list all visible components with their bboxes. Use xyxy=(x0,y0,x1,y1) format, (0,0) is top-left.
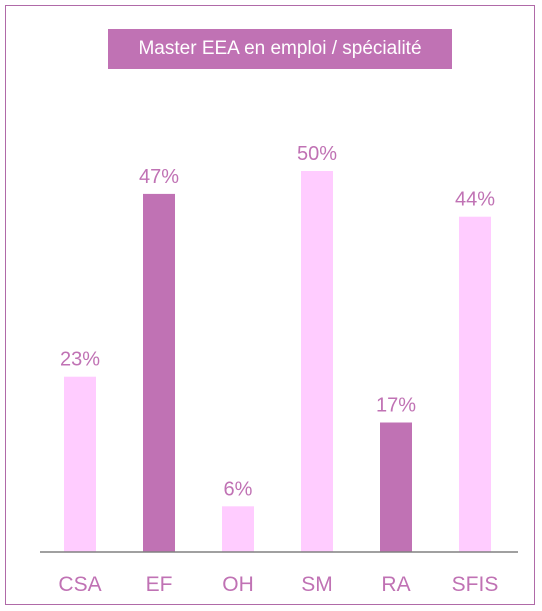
category-label-ef: EF xyxy=(146,573,173,596)
bar-sm xyxy=(301,171,333,552)
category-label-sm: SM xyxy=(301,573,333,596)
value-label-csa: 23% xyxy=(60,349,100,371)
value-label-oh: 6% xyxy=(224,478,253,500)
category-label-sfis: SFIS xyxy=(452,573,499,596)
category-label-csa: CSA xyxy=(58,573,101,596)
bar-ef xyxy=(143,193,175,552)
value-label-ef: 47% xyxy=(139,166,179,188)
category-label-oh: OH xyxy=(222,573,254,596)
chart-title: Master EEA en emploi / spécialité xyxy=(108,29,452,69)
bar-csa xyxy=(64,376,96,552)
value-label-sfis: 44% xyxy=(455,189,495,211)
bar-oh xyxy=(222,506,254,552)
category-label-ra: RA xyxy=(381,573,410,596)
value-label-ra: 17% xyxy=(376,395,416,417)
value-label-sm: 50% xyxy=(297,143,337,165)
bar-sfis xyxy=(459,216,491,552)
bar-ra xyxy=(380,422,412,552)
